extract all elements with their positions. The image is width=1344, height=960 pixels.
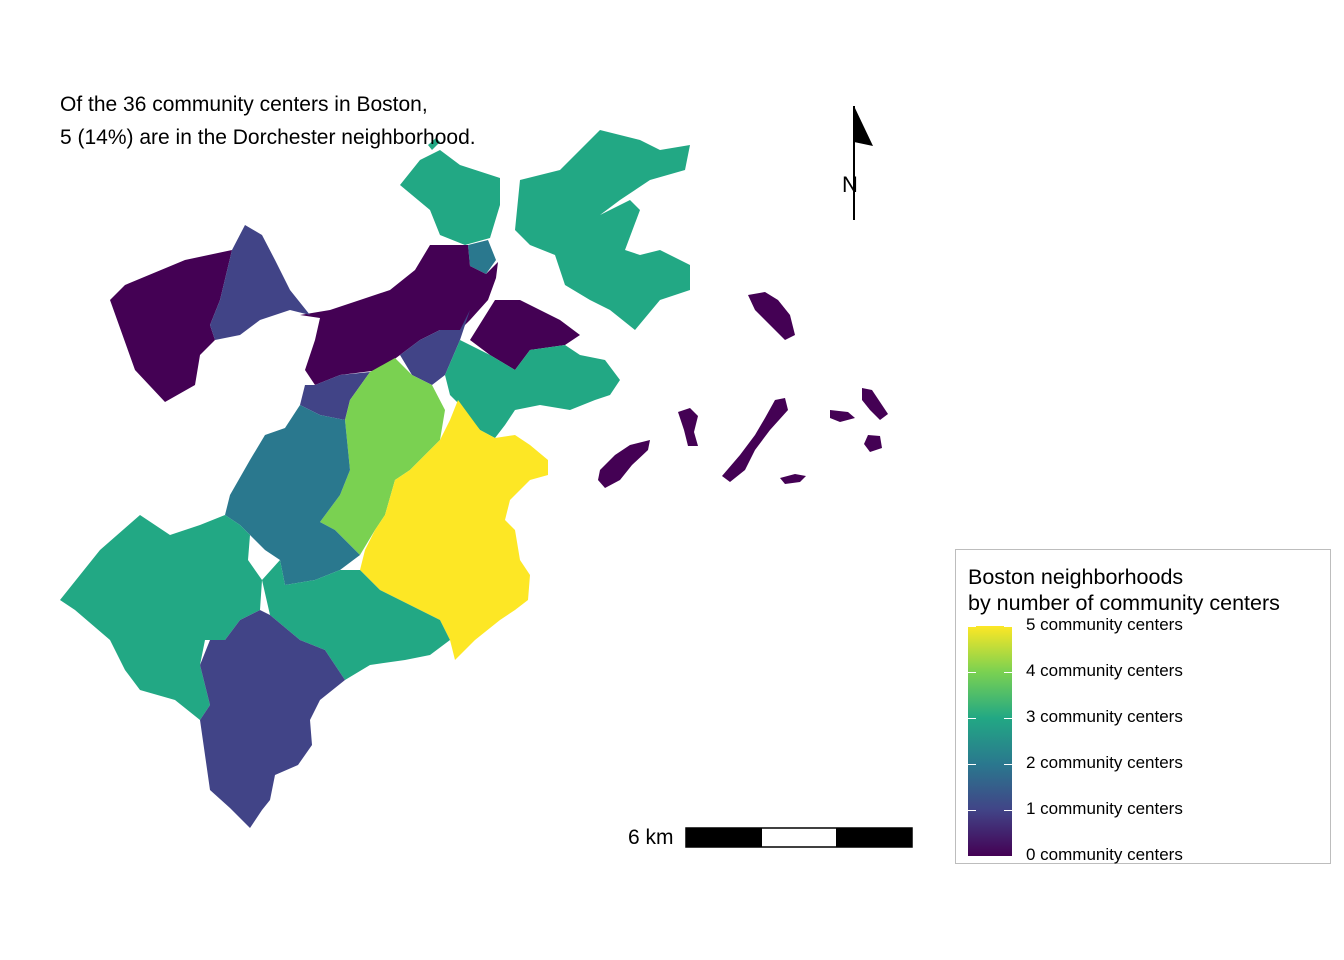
region-island (864, 435, 882, 452)
region-south-end (400, 310, 470, 385)
region-island (862, 388, 888, 420)
region-dorchester (360, 400, 548, 660)
region-island (748, 292, 795, 340)
annotation-line-2: 5 (14%) are in the Dorchester neighborho… (60, 126, 476, 149)
region-island (830, 410, 855, 422)
legend-tick-label: 4 community centers (1026, 661, 1183, 680)
region-south-boston (445, 340, 620, 438)
region-west-roxbury (60, 515, 262, 720)
legend: Boston neighborhoods by number of commun… (955, 549, 1331, 864)
region-north-end (468, 240, 496, 274)
region-island (428, 138, 440, 150)
region-island (678, 408, 698, 446)
north-arrow-label: N (842, 172, 858, 197)
region-hyde-park (200, 610, 345, 828)
region-charlestown (400, 150, 500, 245)
scale-bar-label: 6 km (628, 826, 674, 849)
region-island (722, 398, 788, 482)
region-east-boston (515, 130, 690, 330)
region-downtown (300, 245, 498, 385)
region-allston (110, 250, 232, 402)
legend-title: Boston neighborhoods by number of commun… (968, 564, 1280, 616)
region-waterfront (470, 300, 580, 370)
region-island (780, 474, 806, 484)
annotation-line-1: Of the 36 community centers in Boston, (60, 93, 428, 116)
map-annotation: Of the 36 community centers in Boston, 5… (60, 88, 476, 154)
region-roxbury (320, 358, 445, 555)
legend-tick-label: 5 community centers (1026, 615, 1183, 634)
legend-tick-label: 1 community centers (1026, 799, 1183, 818)
legend-tick-label: 0 community centers (1026, 845, 1183, 864)
legend-tick-label: 3 community centers (1026, 707, 1183, 726)
region-jamaica-plain (225, 405, 360, 585)
legend-title-line-2: by number of community centers (968, 591, 1280, 615)
legend-colorbar (968, 626, 1012, 856)
scale-bar (685, 827, 913, 848)
region-brighton (210, 225, 310, 340)
region-roslindale (262, 560, 450, 680)
legend-title-line-1: Boston neighborhoods (968, 565, 1184, 589)
north-arrow (853, 106, 873, 220)
region-fenway (300, 372, 370, 420)
legend-tick-label: 2 community centers (1026, 753, 1183, 772)
region-island (598, 440, 650, 488)
